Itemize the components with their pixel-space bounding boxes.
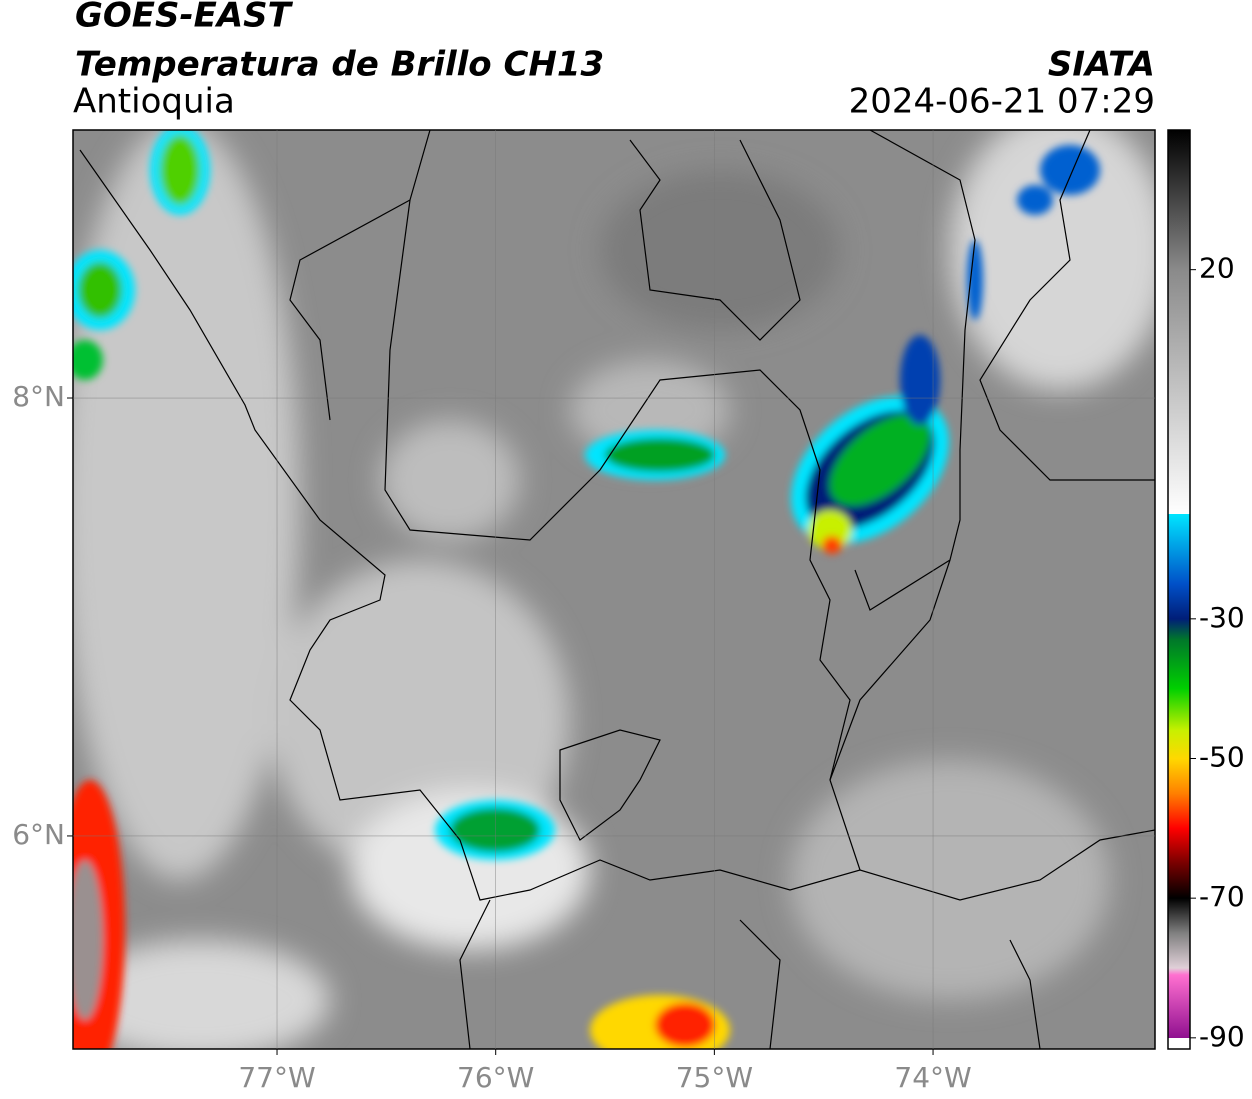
datetime: 2024-06-21 07:29 [849,82,1155,122]
x-tick-label: 75°W [676,1061,753,1094]
source: SIATA [1048,45,1155,85]
borders [79,130,1155,1049]
satellite-image [73,130,1155,1049]
y-tick-label: 8°N [12,380,65,413]
region: Antioquia [73,82,235,122]
subtitle: Temperatura de Brillo CH13 [75,45,604,85]
colorbar-tick-label: -90 [1199,1020,1245,1053]
clouds [73,130,1155,1049]
colorbar-tick-label: -30 [1199,601,1245,634]
colorbar-tick-label: -50 [1199,740,1245,773]
colorbar-tick-label: -70 [1199,880,1245,913]
colorbar [1167,129,1191,1050]
x-tick-label: 74°W [894,1061,971,1094]
x-tick-label: 77°W [238,1061,315,1094]
y-tick-label: 6°N [12,818,65,851]
storm-cells [73,130,1100,1049]
map-frame [72,129,1156,1050]
x-tick-label: 76°W [457,1061,534,1094]
colorbar-tick-label: 20 [1199,252,1235,285]
title: GOES-EAST [75,0,294,36]
